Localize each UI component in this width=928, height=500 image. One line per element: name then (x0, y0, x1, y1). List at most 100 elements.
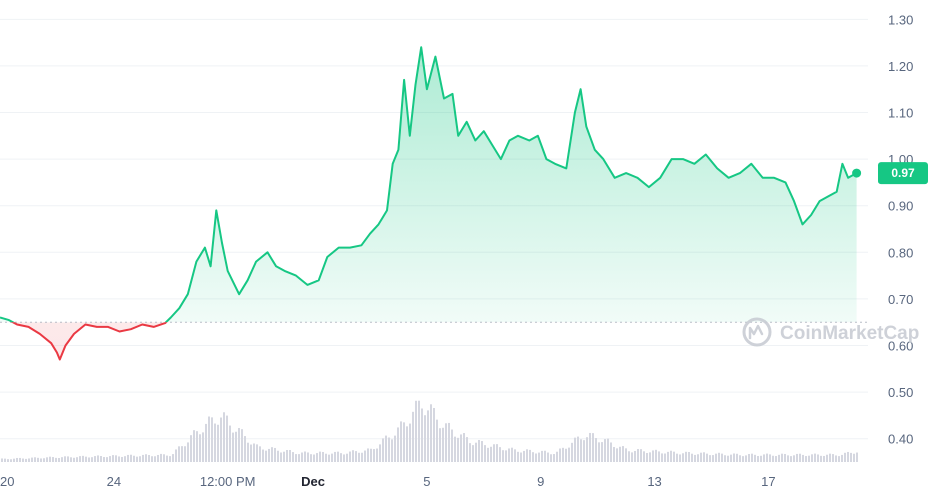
volume-bar (793, 455, 795, 462)
volume-bar (703, 452, 705, 462)
volume-bar (310, 454, 312, 462)
volume-bar (361, 452, 363, 462)
volume-bar (790, 456, 792, 462)
volume-bar (667, 451, 669, 462)
volume-bar (364, 450, 366, 462)
volume-bar (301, 452, 303, 462)
volume-bar (52, 457, 54, 462)
volume-bar (388, 437, 390, 462)
volume-bar (229, 425, 231, 462)
volume-bar (697, 454, 699, 462)
volume-bar (676, 453, 678, 462)
x-tick-label: 20 (0, 474, 14, 489)
volume-bar (838, 456, 840, 462)
volume-bar (628, 451, 630, 462)
y-tick-label: 0.40 (888, 432, 913, 447)
volume-bar (679, 454, 681, 462)
volume-bar (553, 454, 555, 462)
volume-bar (4, 458, 6, 462)
volume-bar (532, 452, 534, 462)
volume-bar (49, 456, 51, 462)
volume-bar (796, 453, 798, 462)
volume-bar (133, 455, 135, 462)
volume-bar (517, 451, 519, 462)
volume-bar (661, 453, 663, 462)
volume-bar (400, 421, 402, 462)
volume-bar (25, 458, 27, 462)
volume-bar (658, 451, 660, 462)
volume-bar (28, 458, 30, 462)
volume-bar (709, 455, 711, 462)
volume-bar (220, 417, 222, 462)
volume-bar (67, 456, 69, 462)
volume-bar (235, 431, 237, 462)
volume-bar (643, 451, 645, 462)
volume-bar (766, 453, 768, 462)
volume-bar (820, 455, 822, 462)
volume-bar (550, 454, 552, 462)
volume-bar (700, 452, 702, 462)
volume-bar (277, 450, 279, 462)
x-tick-label: 12:00 PM (200, 474, 256, 489)
volume-bar (214, 423, 216, 462)
volume-bar (151, 456, 153, 462)
volume-bar (202, 432, 204, 462)
volume-bar (280, 452, 282, 462)
volume-bar (442, 427, 444, 462)
volume-bar (82, 455, 84, 462)
volume-bar (487, 447, 489, 462)
volume-bar (367, 448, 369, 462)
current-price-label: 0.97 (852, 162, 928, 185)
volume-bar (424, 415, 426, 462)
volume-bar (232, 432, 234, 462)
volume-bar (622, 446, 624, 462)
volume-bar (13, 458, 15, 462)
volume-bar (718, 452, 720, 462)
volume-bar (73, 457, 75, 462)
volume-bar (88, 457, 90, 462)
watermark-text: CoinMarketCap (780, 323, 919, 344)
volume-bar (694, 454, 696, 462)
volume-bar (853, 453, 855, 462)
volume-bar (19, 457, 21, 462)
volume-bar (817, 454, 819, 462)
x-tick-label: 5 (423, 474, 430, 489)
volume-bar (811, 454, 813, 462)
volume-bar (85, 456, 87, 462)
volume-bar (850, 452, 852, 462)
volume-bar (193, 430, 195, 462)
volume-bar (268, 448, 270, 462)
volume-bar (649, 452, 651, 462)
volume-bar (745, 455, 747, 462)
volume-bar (223, 412, 225, 462)
volume-bar (784, 453, 786, 462)
volume-bar (298, 454, 300, 462)
volume-bar (385, 435, 387, 462)
volume-bar (334, 451, 336, 462)
volume-bar (211, 417, 213, 462)
volume-bar (283, 451, 285, 462)
volume-bar (772, 455, 774, 462)
volume-bar (295, 454, 297, 462)
price-area (0, 47, 868, 360)
volume-bar (370, 448, 372, 462)
volume-bar (763, 454, 765, 462)
volume-bar (652, 450, 654, 462)
volume-bar (136, 456, 138, 462)
volume-bar (448, 422, 450, 462)
volume-bar (595, 438, 597, 462)
volume-bar (253, 443, 255, 462)
volume-bar (322, 451, 324, 462)
volume-bar (535, 453, 537, 462)
volume-bar (1, 458, 3, 462)
volume-bar (493, 444, 495, 462)
volume-bar (178, 446, 180, 462)
volume-bar (751, 453, 753, 462)
volume-bar (616, 448, 618, 462)
volume-bar (127, 454, 129, 462)
volume-bar (571, 442, 573, 462)
volume-bar (22, 458, 24, 462)
volume-bar (418, 400, 420, 462)
